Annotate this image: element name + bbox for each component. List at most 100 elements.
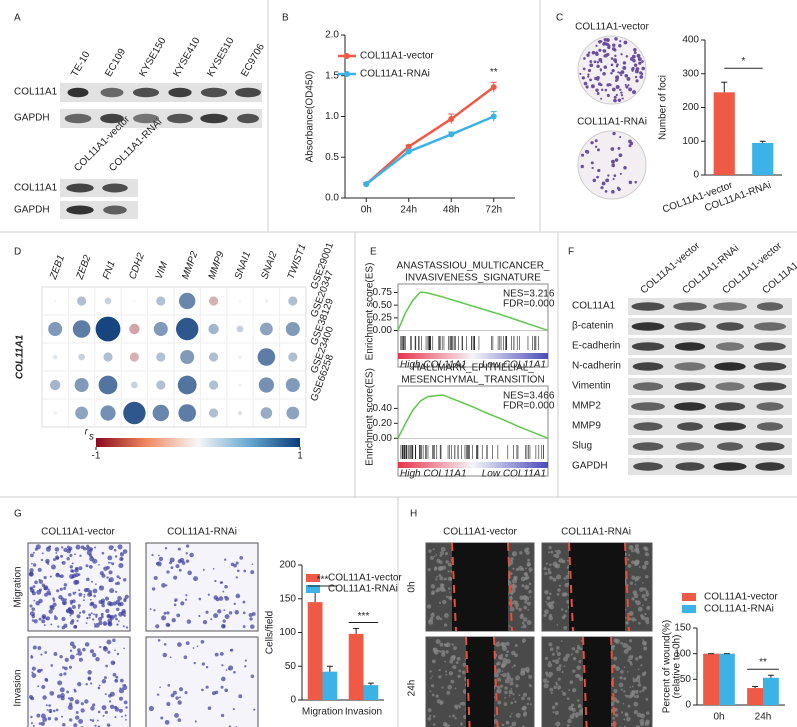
colony xyxy=(624,73,629,78)
cell xyxy=(104,710,108,714)
cell xyxy=(518,607,522,612)
cell xyxy=(97,710,101,714)
cell xyxy=(82,599,85,602)
cell xyxy=(92,703,96,707)
fdr: FDR=0.000 xyxy=(503,299,555,310)
cell xyxy=(49,545,52,548)
cell xyxy=(192,647,195,649)
y-tick-label: 50 xyxy=(680,674,692,685)
cell xyxy=(557,677,561,681)
colorbar-tick-label: 1 xyxy=(297,451,303,462)
cell xyxy=(549,592,552,595)
cell xyxy=(40,713,46,719)
colony xyxy=(612,131,616,136)
cell xyxy=(549,563,552,566)
cell xyxy=(69,654,75,660)
cell xyxy=(171,618,176,623)
cell xyxy=(244,659,247,662)
cell xyxy=(183,655,188,660)
cell xyxy=(40,721,45,726)
x-tick-label: 0h xyxy=(713,712,724,723)
cell xyxy=(501,653,504,656)
cell xyxy=(561,615,566,620)
cell xyxy=(509,677,514,682)
band xyxy=(66,183,94,193)
colony xyxy=(614,54,617,58)
colony xyxy=(591,50,596,55)
blot-background xyxy=(628,438,792,455)
cell xyxy=(123,598,127,603)
y-tick-label: 50 xyxy=(285,661,297,672)
colony xyxy=(619,172,622,175)
cell xyxy=(557,588,561,592)
cell xyxy=(79,554,82,558)
cell xyxy=(547,570,552,575)
colony xyxy=(615,84,620,89)
cell xyxy=(35,544,41,550)
cell xyxy=(30,562,33,565)
cell xyxy=(102,621,108,626)
gene-label: ZEB2 xyxy=(74,253,93,282)
cell xyxy=(105,664,108,668)
cell xyxy=(36,713,41,718)
cell xyxy=(68,665,73,669)
cell xyxy=(565,574,570,579)
colony xyxy=(617,98,622,102)
cell xyxy=(238,694,243,699)
cell xyxy=(439,554,443,557)
cell xyxy=(496,685,501,689)
cell xyxy=(108,545,114,551)
cell xyxy=(67,697,70,700)
band xyxy=(103,205,127,215)
cell xyxy=(499,684,504,688)
cell xyxy=(451,666,454,668)
y-axis-label: Enrichment score(ES) xyxy=(365,368,376,466)
cell xyxy=(526,601,531,606)
cell xyxy=(118,577,121,580)
cell xyxy=(575,673,580,679)
cell xyxy=(636,550,640,554)
colony xyxy=(586,53,590,57)
cell xyxy=(431,659,436,664)
cell xyxy=(521,638,527,643)
cell xyxy=(102,714,105,717)
cell xyxy=(65,608,70,613)
rank-gradient xyxy=(398,462,548,468)
cell xyxy=(508,694,511,697)
cell xyxy=(30,715,33,719)
cell xyxy=(109,691,115,697)
colony xyxy=(619,71,622,75)
high-label: High COL11A1 xyxy=(400,469,467,480)
cell xyxy=(511,650,516,656)
gene-label: MMP9 xyxy=(207,250,227,281)
cell xyxy=(523,572,529,577)
cell xyxy=(47,716,52,721)
band xyxy=(633,462,663,471)
cell xyxy=(221,664,224,667)
cell xyxy=(641,587,644,590)
cell xyxy=(641,672,646,677)
cell xyxy=(513,576,517,580)
cell xyxy=(165,622,170,627)
colony xyxy=(625,55,629,58)
y-tick-label: 0.00 xyxy=(373,433,393,444)
cell xyxy=(242,625,246,628)
colony xyxy=(595,88,599,93)
cell xyxy=(444,723,449,727)
cell xyxy=(526,702,530,706)
cell xyxy=(514,700,517,704)
cell xyxy=(433,649,439,655)
y-axis-label: Cells/field xyxy=(265,611,276,654)
cell xyxy=(89,649,95,654)
cell xyxy=(632,677,635,680)
colony xyxy=(589,63,594,68)
cell xyxy=(431,693,435,697)
cell xyxy=(185,594,188,597)
panel-letter: F xyxy=(568,247,574,258)
cell xyxy=(110,660,116,666)
cell xyxy=(202,568,205,571)
cell xyxy=(579,711,584,716)
cell xyxy=(570,653,573,656)
cell xyxy=(179,557,185,563)
dot xyxy=(260,407,273,419)
